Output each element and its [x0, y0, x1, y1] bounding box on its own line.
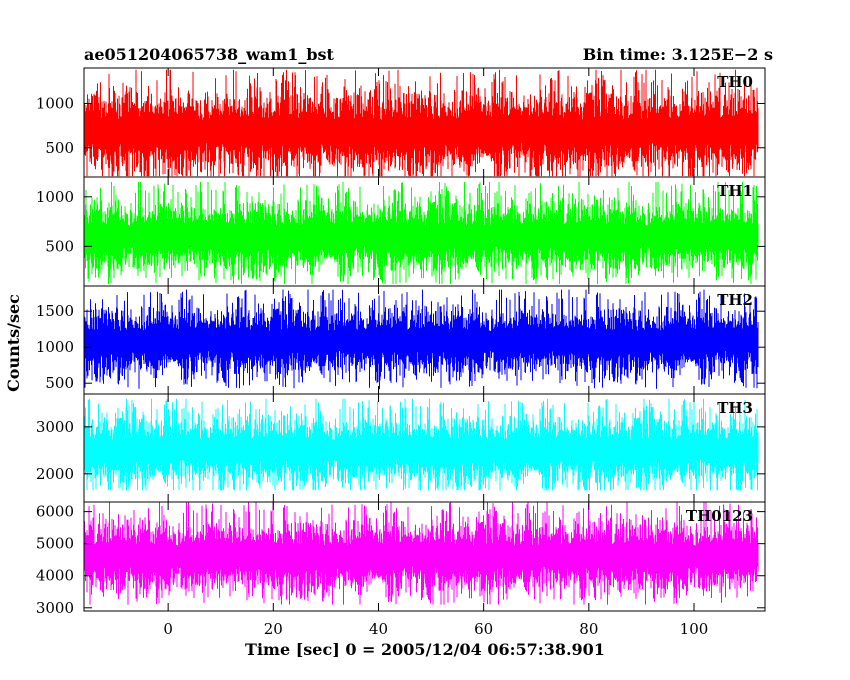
y-tick-label: 1000 [36, 188, 74, 206]
y-tick-label: 1000 [36, 338, 74, 356]
panel-frame [83, 501, 766, 612]
panel-th0123: 3000 4000 5000 6000 TH0123 [36, 501, 766, 617]
y-tick-label: 5000 [36, 535, 74, 553]
x-tick-label: 0 [163, 620, 173, 638]
series-th3 [84, 398, 759, 491]
x-tick-label: 20 [264, 620, 283, 638]
panel-label: TH3 [717, 399, 753, 417]
y-tick-label: 500 [45, 139, 74, 157]
panels-group: 500 1000 TH0 500 1000 TH1 500 1000 1500 TH2 2000 30… [36, 67, 766, 617]
series-th0123 [84, 502, 759, 605]
x-axis-label: Time [sec] 0 = 2005/12/04 06:57:38.901 [245, 640, 605, 659]
panel-th3: 2000 3000 TH3 [36, 393, 766, 503]
series-th0 [84, 69, 759, 177]
panel-label: TH0123 [686, 507, 753, 525]
panel-label: TH2 [717, 291, 753, 309]
panel-th1: 500 1000 TH1 [36, 176, 766, 287]
x-tick-label: 40 [369, 620, 388, 638]
panel-th2: 500 1000 1500 TH2 [36, 285, 766, 395]
x-tick-label: 100 [680, 620, 709, 638]
chart-title: ae051204065738_wam1_bst [84, 45, 335, 64]
panel-label: TH0 [717, 73, 753, 91]
bin-time-label: Bin time: 3.125E−2 s [583, 45, 773, 64]
x-axis: 0 20 40 60 80 100 [163, 620, 708, 638]
y-tick-label: 1500 [36, 302, 74, 320]
y-tick-label: 500 [45, 374, 74, 392]
y-tick-label: 6000 [36, 503, 74, 521]
series-th1 [84, 182, 759, 284]
y-axis-label: Counts/sec [4, 294, 23, 392]
y-tick-label: 2000 [36, 465, 74, 483]
panel-th0: 500 1000 TH0 [36, 67, 766, 178]
y-tick-label: 500 [45, 237, 74, 255]
y-tick-label: 1000 [36, 94, 74, 112]
x-tick-label: 60 [474, 620, 493, 638]
x-tick-label: 80 [579, 620, 598, 638]
y-tick-label: 3000 [36, 418, 74, 436]
series-th2 [84, 289, 759, 390]
y-tick-label: 4000 [36, 567, 74, 585]
y-tick-label: 3000 [36, 599, 74, 617]
panel-label: TH1 [717, 182, 753, 200]
